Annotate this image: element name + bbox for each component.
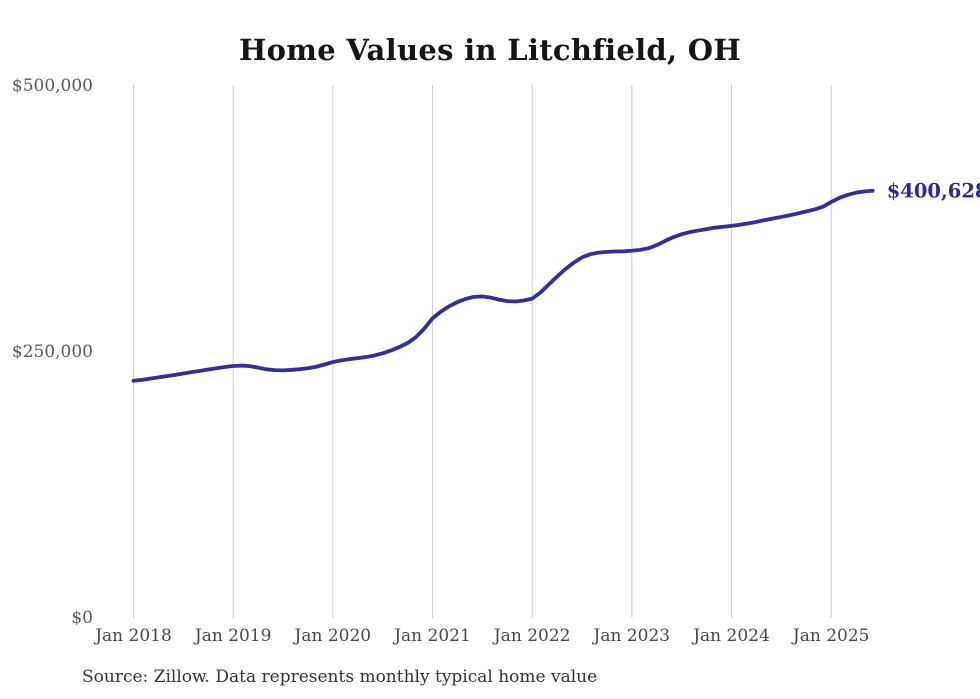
home-value-line: [131, 188, 875, 383]
y-tick-label: $500,000: [12, 76, 93, 96]
x-tick-label: Jan 2025: [791, 626, 870, 646]
y-tick-label: $250,000: [12, 342, 93, 362]
end-value-label: $400,628: [887, 180, 980, 203]
y-tick-label: $0: [71, 608, 93, 628]
chart-title: Home Values in Litchfield, OH: [238, 33, 742, 67]
x-tick-label: Jan 2021: [392, 626, 471, 646]
source-note: Source: Zillow. Data represents monthly …: [82, 667, 598, 687]
x-tick-label: Jan 2019: [193, 626, 272, 646]
x-tick-label: Jan 2023: [592, 626, 671, 646]
x-tick-label: Jan 2018: [93, 626, 172, 646]
x-tick-label: Jan 2020: [293, 626, 372, 646]
x-tick-label: Jan 2024: [691, 626, 770, 646]
x-tick-label: Jan 2022: [492, 626, 571, 646]
